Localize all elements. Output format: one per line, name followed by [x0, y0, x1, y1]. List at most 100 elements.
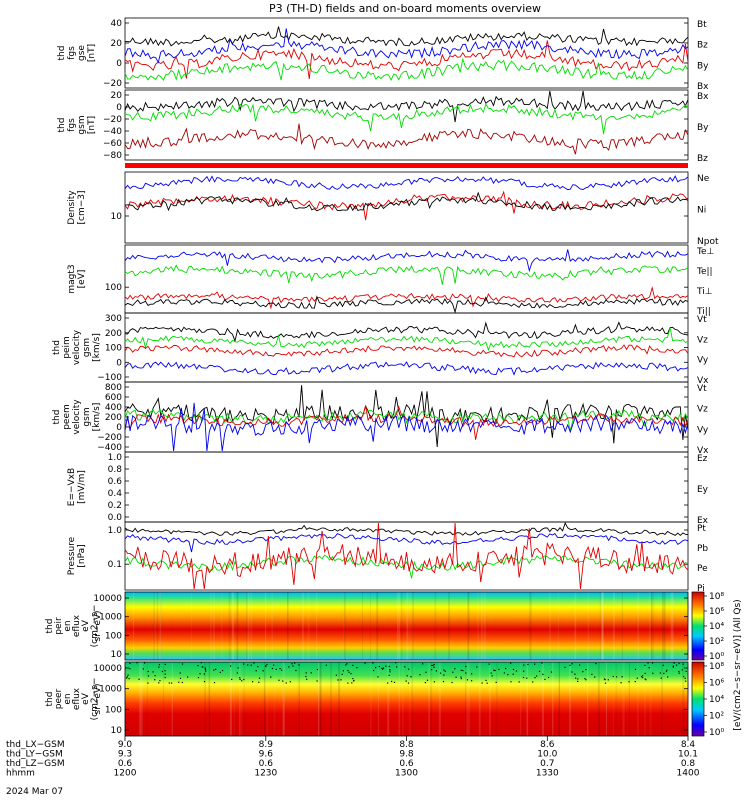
spectrogram-streak	[652, 592, 655, 660]
spectrogram-dot	[199, 673, 201, 675]
series-line	[124, 249, 689, 273]
spectrogram-dot	[262, 670, 264, 672]
spectrogram-streak	[597, 662, 600, 736]
y-axis-label: peir	[54, 617, 64, 635]
spectrogram-streak	[612, 662, 615, 736]
spectrogram-streak	[468, 662, 470, 736]
spectrogram-dot	[491, 675, 493, 677]
spectrogram-dot	[577, 680, 579, 682]
x-axis-labels: thd_LX−GSM 9.0 8.9 8.8 8.6 8.4 thd_LY−GSM 9.3 9.…	[6, 736, 700, 779]
spectrogram-dot	[164, 676, 166, 679]
spectrogram-dot	[396, 666, 398, 668]
x-row-value: 8.6	[540, 740, 555, 750]
spectrogram-streak	[587, 592, 589, 660]
spectrogram-dot	[644, 664, 646, 666]
spectrogram-dot	[306, 678, 308, 680]
spectrogram-dot	[187, 676, 189, 678]
panel-3: 10 Density [cm−3] Ne Ni Npot	[67, 171, 719, 247]
colorbar-tick-label: 10⁶	[709, 607, 724, 617]
spectrogram-dot	[382, 668, 384, 670]
spectrogram-streak	[287, 592, 289, 660]
legend-entry: Ne	[697, 174, 710, 184]
y-axis-label: thd	[57, 46, 67, 61]
x-row-value: 1400	[677, 769, 700, 779]
spectrogram-dot	[316, 668, 318, 671]
y-tick-label: 10	[111, 650, 123, 660]
spectrogram-streak	[236, 592, 239, 660]
panel-4: 100 magt3 [eV] Te⊥ Te|| Ti⊥ Ti||	[67, 244, 715, 317]
spectrogram-dot	[547, 676, 550, 679]
spectrogram-streak	[213, 592, 215, 660]
spectrogram-streak	[495, 662, 498, 736]
spectrogram-dot	[564, 666, 566, 668]
legend-entry: Vt	[697, 384, 707, 394]
spectrogram-streak	[520, 662, 522, 736]
spectrogram-dot	[612, 675, 614, 678]
spectrogram-dot	[644, 678, 646, 680]
y-axis-label: en	[63, 693, 73, 704]
spectrogram-dot	[571, 663, 573, 665]
y-axis-label: sr−eV)	[93, 610, 103, 641]
colorbar-tick-label: 10⁶	[709, 679, 724, 689]
spectrogram-dot	[391, 680, 393, 683]
panel-8: 1.0 0.1 Pressure [nPa] Pt Pb Pe Pi	[67, 521, 708, 594]
series-line	[124, 321, 689, 343]
legend-entry: Ti⊥	[696, 287, 713, 297]
panel-frame	[124, 591, 689, 661]
y-axis-label: sr−eV)	[93, 683, 103, 714]
spectrogram-dot	[288, 666, 290, 668]
spectrogram-dot	[289, 681, 291, 683]
spectrogram-dot	[364, 662, 366, 664]
y-axis-label: (cm2−s−	[90, 605, 100, 648]
y-axis-label: Pressure	[67, 536, 77, 575]
spectrogram-dot	[685, 670, 687, 672]
spectrogram-streak	[637, 592, 639, 660]
spectrogram-streak	[637, 662, 639, 736]
spectrogram-streak	[601, 592, 604, 660]
spectrogram-dot	[252, 681, 254, 683]
spectrogram-streak	[477, 592, 479, 660]
legend-entry: By	[697, 123, 709, 133]
y-tick-label: 1.0	[108, 526, 123, 536]
spectrogram-dot	[532, 681, 534, 683]
spectrogram-streak	[171, 662, 173, 736]
spectrogram-streak	[316, 592, 318, 660]
spectrogram-dot	[640, 676, 643, 678]
y-axis-label: Density	[67, 190, 77, 225]
spectrogram-dot	[203, 681, 206, 683]
y-tick-label: 100	[105, 705, 122, 715]
series-line	[124, 57, 689, 82]
spectrogram-streak	[682, 662, 683, 736]
series-line	[124, 190, 689, 221]
spectrogram-dot	[305, 675, 307, 678]
spectrogram-streak	[412, 592, 414, 660]
spectrogram-dot	[393, 681, 396, 683]
spectrogram-streak	[191, 592, 192, 660]
spectrogram-dot	[127, 674, 129, 676]
spectrogram-streak	[247, 592, 250, 660]
spectrogram-dot	[179, 677, 182, 679]
series-line	[124, 28, 689, 64]
spectrogram-streak	[377, 662, 380, 736]
spectrogram-dot	[684, 677, 686, 679]
spectrogram-dot	[538, 670, 541, 672]
spectrogram-streak	[402, 662, 404, 736]
spectrogram-streak	[239, 662, 241, 736]
x-row-value: 1330	[536, 769, 559, 779]
spectrogram-dot	[197, 677, 200, 679]
spectrogram-dot	[387, 682, 389, 684]
spectrogram-streak	[483, 592, 486, 660]
spectrogram-streak	[163, 662, 165, 736]
spectrogram-dot	[636, 677, 638, 679]
spectrogram-streak	[682, 662, 685, 736]
spectrogram-dot	[424, 682, 426, 684]
y-axis-label: gsm	[77, 115, 87, 134]
panel-9: 10000 1000 100 10 thd peir en eflux eV (cm2−s−sr−…	[45, 591, 689, 661]
legend-entry: Vz	[697, 405, 708, 415]
y-tick-label: 10000	[93, 594, 122, 604]
spectrogram-dot	[465, 672, 467, 674]
colorbar-tick-label: 10²	[709, 637, 724, 647]
spectrogram-dot	[584, 678, 586, 680]
spectrogram-dot	[203, 673, 205, 675]
spectrogram-streak	[318, 662, 320, 736]
